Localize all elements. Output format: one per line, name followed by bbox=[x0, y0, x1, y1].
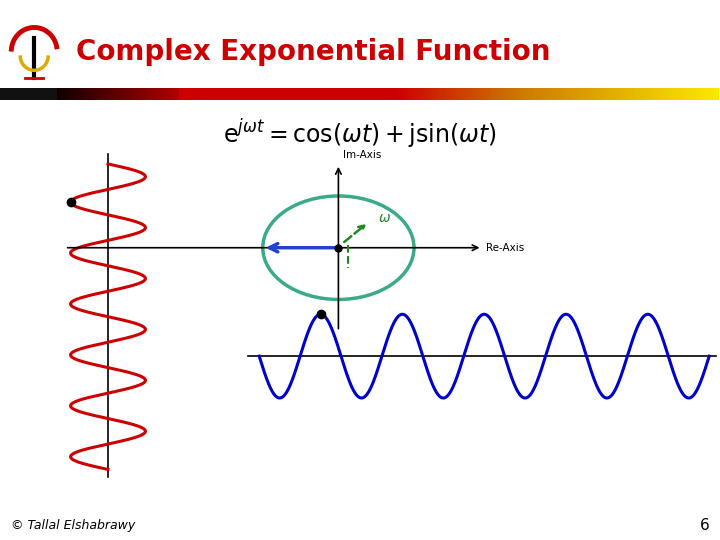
Text: Im-Axis: Im-Axis bbox=[343, 150, 381, 160]
Text: $\omega$: $\omega$ bbox=[378, 211, 391, 225]
Text: Complex Exponential Function: Complex Exponential Function bbox=[76, 38, 550, 65]
Text: © Tallal Elshabrawy: © Tallal Elshabrawy bbox=[11, 518, 135, 532]
Text: $\mathrm{e}^{j\omega t} = \mathrm{cos}(\omega t)+ \mathrm{jsin}(\omega t)$: $\mathrm{e}^{j\omega t} = \mathrm{cos}(\… bbox=[223, 118, 497, 151]
Text: Re-Axis: Re-Axis bbox=[486, 242, 524, 253]
Text: 6: 6 bbox=[699, 518, 709, 532]
